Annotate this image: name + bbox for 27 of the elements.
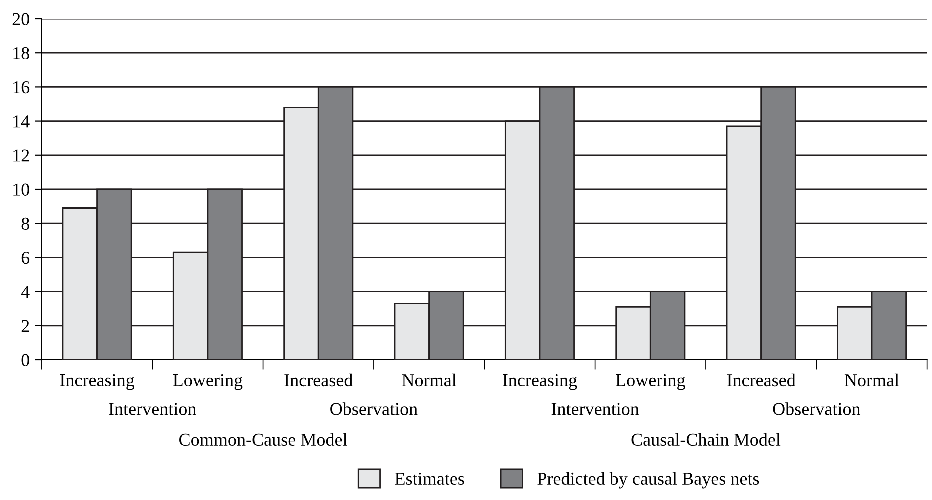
x-tick-label: Increasing xyxy=(503,374,578,390)
text: Intervention xyxy=(552,403,640,416)
y-tick-label: 0 xyxy=(22,354,30,366)
x-tick-label: Lowering xyxy=(173,374,243,390)
text: Observation xyxy=(330,402,418,416)
y-tick-label: 16 xyxy=(14,82,30,94)
x-tick-label: Lowering xyxy=(616,374,686,390)
x-tick-label: Increasing xyxy=(60,374,135,390)
y-tick-label: 4 xyxy=(21,286,30,298)
x-tick-label: Increased xyxy=(284,374,353,387)
y-tick-label: 12 xyxy=(14,150,30,162)
y-tick-label: 18 xyxy=(14,47,30,60)
y-tick-label: 2 xyxy=(22,320,30,332)
y-tick-label: 8 xyxy=(22,218,30,230)
x-tick-label: Normal xyxy=(402,374,457,387)
legend-label: Predicted by causal Bayes nets xyxy=(538,472,760,489)
legend-label: Estimates xyxy=(395,472,464,486)
y-tick-label: 10 xyxy=(14,184,30,196)
text: Observation xyxy=(773,402,861,416)
x-tick-label: Normal xyxy=(844,374,900,387)
text: Intervention xyxy=(109,403,196,416)
x-tick-label: Increased xyxy=(727,374,796,387)
y-tick-label: 20 xyxy=(12,13,30,26)
y-tick-label: 14 xyxy=(14,116,30,128)
text: Common-Cause Model xyxy=(180,433,348,446)
text: Causal-Chain Model xyxy=(632,433,781,446)
y-tick-label: 6 xyxy=(22,252,30,264)
